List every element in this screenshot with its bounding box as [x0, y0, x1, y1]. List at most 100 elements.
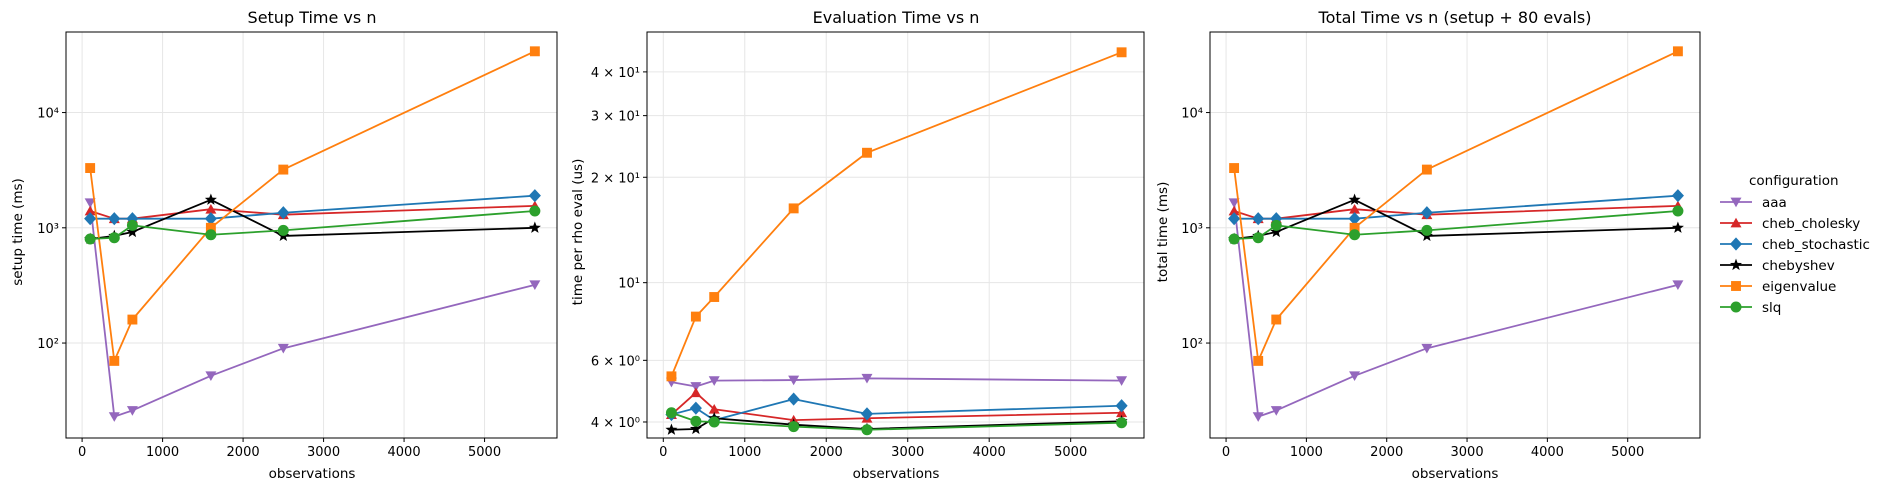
legend-label: aaa: [1762, 195, 1787, 211]
x-tick-label: 0: [659, 445, 667, 460]
data-point-aaa: [1421, 343, 1433, 354]
series-aaa: [665, 373, 1128, 392]
legend-label: slq: [1762, 300, 1781, 316]
y-tick-label: 10¹: [618, 277, 640, 292]
x-axis-label: observations: [853, 466, 940, 482]
data-point-aaa: [1349, 371, 1361, 382]
y-tick-label: 10⁴: [1181, 107, 1203, 122]
data-point-cheb_cholesky: [1349, 203, 1361, 214]
legend-marker: [1731, 281, 1741, 291]
x-tick-label: 4000: [388, 445, 421, 460]
plot-frame: [65, 31, 558, 439]
panel-title: Evaluation Time vs n: [813, 8, 980, 27]
x-tick-label: 3000: [1451, 445, 1484, 460]
x-tick-label: 5000: [1611, 445, 1644, 460]
series-cheb_cholesky: [665, 387, 1128, 425]
y-tick-label: 10⁴: [37, 107, 59, 122]
data-point-chebyshev: [689, 422, 702, 435]
data-point-cheb_cholesky: [1228, 205, 1240, 216]
series-line-eigenvalue: [89, 50, 536, 362]
data-point-slq: [1252, 232, 1264, 244]
x-axis-label: observations: [1412, 466, 1499, 482]
data-point-cheb_stochastic: [204, 212, 217, 226]
setup-time-panel: Setup Time vs n observations setup time …: [10, 8, 558, 482]
y-tick-label: 6 × 10⁰: [591, 354, 640, 369]
x-tick-label: 4000: [973, 445, 1006, 460]
x-tick-label: 2000: [810, 445, 843, 460]
data-point-slq: [205, 229, 217, 241]
data-point-aaa: [84, 198, 96, 208]
data-point-chebyshev: [1270, 225, 1283, 238]
data-point-slq: [861, 424, 873, 436]
data-point-cheb_stochastic: [860, 407, 874, 421]
data-point-eigenvalue: [1672, 46, 1683, 57]
x-axis-label: observations: [269, 466, 356, 482]
data-point-slq: [665, 407, 677, 419]
legend-title: configuration: [1749, 173, 1839, 189]
data-point-slq: [529, 205, 541, 217]
legend-item-cheb_stochastic: cheb_stochastic: [1720, 237, 1870, 253]
series-slq: [665, 407, 1128, 436]
data-point-aaa: [1270, 406, 1282, 416]
legend-item-chebyshev: chebyshev: [1720, 258, 1835, 274]
data-point-aaa: [277, 343, 289, 354]
legend-label: eigenvalue: [1762, 279, 1836, 295]
data-point-eigenvalue: [1229, 163, 1240, 173]
grid-lines: [647, 32, 1144, 438]
x-tick-label: 2000: [227, 445, 260, 460]
data-point-chebyshev: [528, 221, 541, 233]
series-line-aaa: [671, 377, 1122, 388]
data-point-aaa: [690, 382, 702, 392]
data-point-aaa: [1228, 198, 1240, 208]
series-slq: [1228, 205, 1684, 245]
series-aaa: [1228, 198, 1684, 422]
data-point-slq: [708, 416, 720, 428]
data-point-slq: [690, 415, 702, 427]
data-point-eigenvalue: [1253, 355, 1264, 366]
data-point-aaa: [1116, 376, 1128, 386]
data-point-cheb_stochastic: [1228, 212, 1241, 226]
panel-title: Total Time vs n (setup + 80 evals): [1318, 8, 1592, 27]
legend-label: cheb_stochastic: [1762, 237, 1870, 253]
x-tick-label: 0: [78, 445, 86, 460]
data-point-slq: [1116, 417, 1128, 429]
y-tick-label: 4 × 10⁰: [591, 416, 640, 431]
data-point-cheb_stochastic: [528, 189, 541, 203]
data-point-cheb_stochastic: [1671, 189, 1684, 203]
data-point-cheb_stochastic: [277, 206, 290, 220]
x-tick-label: 5000: [468, 445, 501, 460]
y-axis-label: total time (ms): [1155, 182, 1171, 283]
data-point-slq: [788, 421, 800, 433]
series-aaa: [84, 198, 541, 422]
x-tick-label: 1000: [146, 445, 179, 460]
data-point-cheb_stochastic: [689, 401, 702, 415]
data-point-chebyshev: [204, 193, 217, 205]
series-line-aaa: [1233, 202, 1679, 418]
data-point-slq: [1672, 205, 1684, 217]
data-point-cheb_stochastic: [787, 392, 800, 406]
plot-frame: [646, 31, 1145, 439]
y-axis-label: time per rho eval (us): [570, 159, 586, 306]
data-point-eigenvalue: [862, 147, 872, 158]
data-point-chebyshev: [665, 423, 678, 435]
data-point-eigenvalue: [1421, 164, 1432, 175]
series-cheb_cholesky: [84, 200, 541, 224]
series-cheb_stochastic: [84, 189, 541, 226]
data-point-eigenvalue: [690, 311, 701, 322]
data-point-slq: [277, 224, 289, 236]
evaluation-time-panel: Evaluation Time vs n observations time p…: [570, 8, 1145, 482]
data-point-cheb_cholesky: [205, 203, 217, 214]
legend-label: chebyshev: [1762, 258, 1835, 274]
x-tick-label: 0: [1222, 445, 1230, 460]
y-tick-label: 4 × 10¹: [591, 66, 640, 81]
series-line-eigenvalue: [670, 51, 1122, 377]
data-point-cheb_cholesky: [84, 205, 96, 216]
data-point-eigenvalue: [109, 355, 120, 366]
legend-marker: [1730, 217, 1742, 228]
x-tick-label: 4000: [1531, 445, 1564, 460]
plot-frame: [1209, 31, 1701, 439]
series-line-chebyshev: [671, 417, 1122, 431]
legend-item-cheb_cholesky: cheb_cholesky: [1720, 216, 1860, 232]
y-tick-label: 10³: [37, 222, 59, 237]
legend-label: cheb_cholesky: [1762, 216, 1860, 232]
